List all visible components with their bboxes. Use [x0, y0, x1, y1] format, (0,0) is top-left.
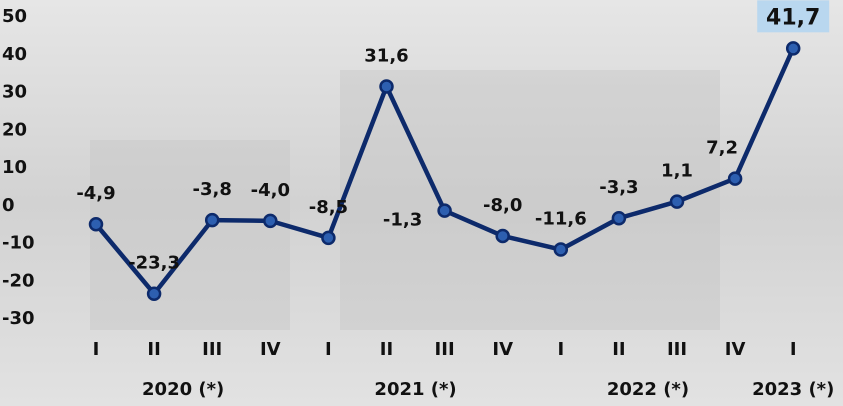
data-label: 41,7	[766, 5, 820, 30]
data-label: -3,8	[193, 179, 232, 200]
data-point	[437, 203, 452, 218]
year-label: 2020 (*)	[142, 379, 224, 400]
data-point	[495, 228, 510, 244]
data-label: -4,0	[251, 180, 290, 201]
data-label: -8,0	[483, 195, 522, 216]
data-point	[611, 210, 627, 226]
year-label: 2022 (*)	[607, 379, 689, 400]
y-tick-label: 20	[2, 119, 27, 140]
x-tick-label: I	[557, 339, 564, 360]
y-tick-label: 50	[2, 6, 27, 27]
data-label: 1,1	[661, 161, 693, 182]
x-tick-label: IV	[492, 339, 513, 360]
x-tick-label: I	[790, 339, 797, 360]
x-tick-label: III	[435, 339, 455, 360]
data-point	[785, 41, 801, 56]
data-label: -23,3	[128, 253, 180, 274]
year-label: 2023 (*)	[752, 379, 834, 400]
data-label: -4,9	[76, 183, 115, 204]
x-tick-label: I	[325, 339, 332, 360]
year-label: 2021 (*)	[374, 379, 456, 400]
data-label: -3,3	[599, 177, 638, 198]
data-label: 31,6	[364, 45, 408, 66]
x-tick-label: IV	[260, 339, 281, 360]
data-point	[204, 212, 220, 228]
y-tick-label: 40	[2, 44, 27, 65]
background-building	[340, 70, 720, 330]
x-tick-label: II	[380, 339, 393, 360]
data-point	[379, 79, 394, 94]
y-tick-label: 0	[2, 195, 15, 216]
data-label: -11,6	[535, 209, 587, 230]
x-tick-label: IV	[725, 339, 746, 360]
y-tick-label: -10	[2, 233, 35, 254]
data-label: -8,5	[309, 197, 348, 218]
x-tick-label: II	[147, 339, 160, 360]
y-tick-label: -20	[2, 270, 35, 291]
y-tick-label: -30	[2, 308, 35, 329]
x-tick-label: II	[612, 339, 625, 360]
data-point	[727, 171, 743, 186]
highlight-box	[757, 0, 830, 33]
background-building	[90, 140, 290, 330]
data-point	[263, 213, 278, 229]
data-point	[321, 230, 336, 246]
data-label: -1,3	[383, 210, 422, 231]
x-tick-label: III	[202, 339, 222, 360]
data-label: 7,2	[706, 138, 738, 159]
x-tick-label: I	[93, 339, 100, 360]
data-point	[88, 216, 104, 232]
y-tick-label: 30	[2, 82, 27, 103]
x-tick-label: III	[667, 339, 687, 360]
y-tick-label: 10	[2, 157, 27, 178]
data-point	[669, 194, 685, 209]
data-point	[553, 242, 569, 257]
data-point	[146, 286, 162, 301]
